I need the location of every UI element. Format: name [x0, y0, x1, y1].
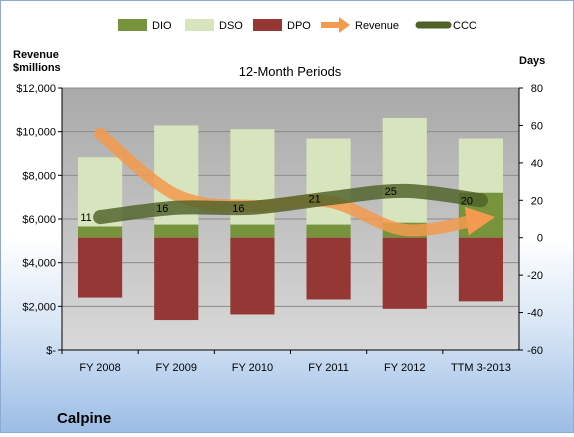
lines: 11 16 16 21 25 20 [80, 127, 496, 237]
legend-label-revenue: Revenue [355, 20, 399, 32]
left-axis-title-line1: Revenue [13, 49, 59, 61]
right-axis-tick-label: 80 [531, 83, 543, 95]
left-axis-tick-label: $12,000 [16, 83, 56, 95]
x-axis-tick-label: FY 2012 [384, 362, 425, 374]
legend-label-dio: DIO [152, 20, 172, 32]
bar-dpo [154, 237, 199, 321]
x-axis-tick-label: FY 2011 [308, 362, 349, 374]
ccc-data-label: 21 [308, 193, 320, 205]
legend: DIO DSO DPO Revenue CCC [118, 17, 477, 33]
left-axis-tick-label: $4,000 [22, 258, 56, 270]
legend-swatch-dpo [253, 19, 282, 31]
right-axis-tick-label: 0 [537, 233, 543, 245]
left-axis-tick-label: $10,000 [16, 127, 56, 139]
ccc-data-label: 25 [385, 186, 397, 198]
left-axis-tick-label: $6,000 [22, 214, 56, 226]
legend-label-dso: DSO [219, 20, 243, 32]
legend-label-ccc: CCC [453, 20, 477, 32]
bar-dpo [77, 237, 123, 298]
ccc-data-label: 16 [232, 203, 244, 215]
gridlines [62, 87, 519, 307]
x-axis-tick-label: TTM 3-2013 [451, 362, 511, 374]
right-axis-title: Days [519, 55, 545, 67]
left-axis-tick-label: $- [46, 345, 56, 357]
ccc-data-label: 11 [80, 212, 91, 224]
company-name: Calpine [57, 410, 111, 427]
bar-dpo [458, 237, 504, 302]
right-axis-tick-label: 40 [531, 158, 543, 170]
bar-dso [382, 117, 427, 223]
bar-dso [458, 138, 504, 193]
chart-title: 12-Month Periods [239, 64, 342, 79]
bar-dio [154, 224, 199, 238]
legend-label-dpo: DPO [287, 20, 311, 32]
left-axis-tick-label: $2,000 [22, 301, 56, 313]
bar-dpo [306, 237, 351, 300]
axes: $- $2,000 $4,000 $6,000 $8,000 $10,000 $12,000… [16, 83, 543, 374]
right-axis-tick-label: -60 [527, 345, 543, 357]
x-axis-tick-label: FY 2010 [232, 362, 273, 374]
left-axis-tick-label: $8,000 [22, 170, 56, 182]
legend-swatch-dso [185, 19, 214, 31]
legend-arrow-head [339, 17, 350, 33]
bar-dio [306, 224, 351, 238]
bar-dio [230, 224, 275, 238]
bar-dio [77, 226, 123, 238]
ccc-data-label: 20 [461, 195, 473, 207]
legend-swatch-dio [118, 19, 147, 31]
ccc-data-label: 16 [156, 203, 168, 215]
bar-dpo [382, 237, 427, 309]
x-axis-tick-label: FY 2008 [79, 362, 120, 374]
right-axis-tick-label: 20 [531, 195, 543, 207]
right-axis-tick-label: -40 [527, 308, 543, 320]
left-axis-title-line2: $millions [13, 62, 61, 74]
right-axis-tick-label: 60 [531, 120, 543, 132]
x-axis-tick-label: FY 2009 [156, 362, 197, 374]
bar-dpo [230, 237, 275, 315]
right-axis-tick-label: -20 [527, 270, 543, 282]
ccc-line [93, 183, 488, 225]
